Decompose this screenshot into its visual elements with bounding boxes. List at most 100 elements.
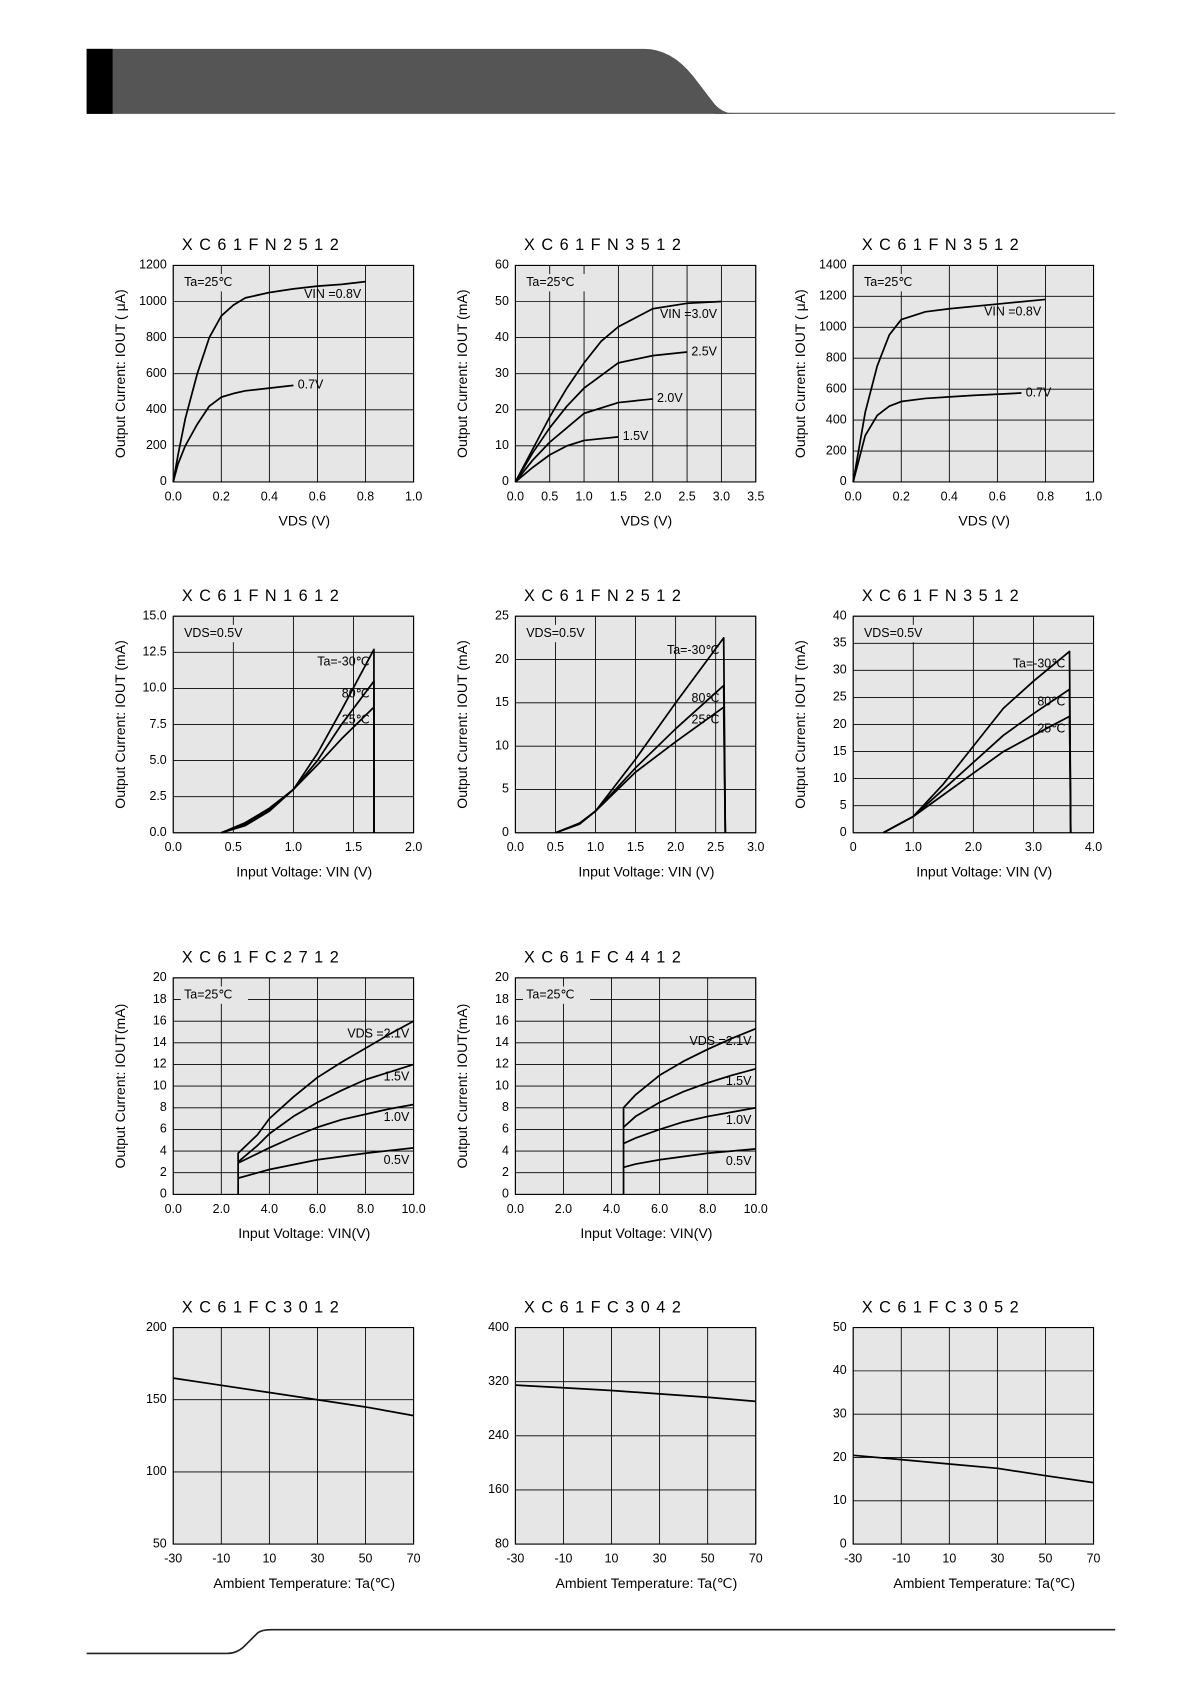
plot-frame: [514, 264, 757, 483]
x-tick-label: 30: [990, 1552, 1004, 1566]
x-tick-label: 1.5: [610, 489, 627, 503]
x-tick-label: -10: [892, 1552, 910, 1566]
annotation: VDS=0.5V: [864, 626, 923, 640]
header-block: [86, 48, 113, 114]
x-tick-label: 2.5: [707, 840, 724, 854]
series-label: 0.5V: [726, 1154, 752, 1168]
chart-title: XC61FC3012: [182, 1298, 345, 1316]
y-tick-label: 5: [502, 782, 509, 796]
y-tick-label: 12.5: [143, 645, 167, 659]
x-tick-label: 0.8: [1037, 489, 1054, 503]
plot-frame: [852, 615, 1095, 834]
y-axis-label: Output Current: IOUT (mA): [454, 640, 470, 809]
series-label: 2.0V: [657, 391, 683, 405]
chart-title: XC61FC3052: [862, 1298, 1025, 1316]
annotation: Ta=25℃: [526, 987, 574, 1001]
x-tick-label: 1.0: [1085, 489, 1102, 503]
x-axis-label: Input Voltage: VIN (V): [916, 864, 1052, 880]
series-label: 0.5V: [384, 1153, 410, 1167]
y-tick-label: 0: [502, 825, 509, 839]
x-tick-label: -30: [506, 1552, 524, 1566]
x-tick-label: 4.0: [1085, 840, 1102, 854]
x-tick-label: 1.5: [345, 840, 362, 854]
x-tick-label: 3.0: [1025, 840, 1042, 854]
chart: 0 2 4 6 8 10 12 14 16 18 20 0.0 2.0 4.0 6.0 8.0 10.0 Ta=2…: [454, 949, 768, 1242]
series-label: VDS =2.1V: [347, 1026, 410, 1040]
x-tick-label: 0.5: [225, 840, 242, 854]
x-tick-label: 4.0: [603, 1202, 620, 1216]
series-line: [221, 648, 375, 834]
y-tick-label: 30: [833, 663, 847, 677]
series-line: [173, 1377, 414, 1417]
plot-frame: [852, 1327, 1095, 1545]
annotation-backdrop: [522, 274, 591, 292]
y-tick-label: 0: [160, 1187, 167, 1201]
y-axis-label: Output Current: IOUT (mA): [112, 640, 128, 809]
series-line: [555, 706, 727, 834]
x-axis-label: Input Voltage: VIN(V): [580, 1225, 712, 1241]
y-tick-label: 16: [153, 1013, 167, 1027]
series-label: 2.5V: [691, 344, 717, 358]
x-axis-label: Input Voltage: VIN(V): [238, 1225, 370, 1241]
y-tick-label: 15: [833, 744, 847, 758]
series-line: [623, 1148, 756, 1169]
chart-title: XC61FN3512: [524, 236, 687, 254]
y-tick-label: 50: [153, 1536, 167, 1550]
x-axis-label: Ambient Temperature: Ta(℃): [213, 1575, 395, 1591]
series-line: [514, 398, 653, 483]
y-tick-label: 20: [495, 652, 509, 666]
y-tick-label: 1000: [819, 320, 847, 334]
y-tick-label: 200: [146, 438, 167, 452]
series-line: [514, 300, 722, 483]
y-tick-label: 60: [495, 258, 509, 272]
y-tick-label: 15: [495, 695, 509, 709]
y-tick-label: 6: [160, 1122, 167, 1136]
chart: 0 10 20 30 40 50 -30 -10 10 30 50 70 XC61FC3052 Ambie…: [833, 1298, 1101, 1591]
x-tick-label: 50: [1039, 1552, 1053, 1566]
series-line: [237, 1146, 414, 1179]
x-tick-label: 10: [262, 1552, 276, 1566]
y-tick-label: 10: [833, 771, 847, 785]
y-tick-label: 240: [488, 1428, 509, 1442]
x-axis-label: Input Voltage: VIN (V): [578, 864, 714, 880]
x-axis-label: VDS (V): [278, 513, 330, 529]
annotation: Ta=25℃: [184, 987, 232, 1001]
series-line: [221, 680, 375, 834]
series-label: 80℃: [1037, 695, 1065, 709]
plot-frame: [514, 977, 757, 1195]
series-line: [514, 435, 619, 483]
y-tick-label: 5: [840, 798, 847, 812]
y-axis-label: Output Current: IOUT (mA): [454, 289, 470, 458]
series-label: 25℃: [1037, 722, 1065, 736]
x-axis-label: VDS (V): [621, 513, 673, 529]
x-axis-label: Ambient Temperature: Ta(℃): [556, 1575, 738, 1591]
plot-area: [853, 1327, 1094, 1545]
x-tick-label: 4.0: [261, 1202, 278, 1216]
y-tick-label: 30: [495, 366, 509, 380]
y-axis-label: Output Current: IOUT ( μA): [112, 289, 128, 458]
x-tick-label: 3.0: [713, 489, 730, 503]
y-tick-label: 0: [840, 1536, 847, 1550]
x-axis-label: VDS (V): [958, 513, 1010, 529]
x-tick-label: 8.0: [699, 1202, 716, 1216]
x-tick-label: 0.0: [165, 1202, 182, 1216]
series-line: [172, 384, 294, 483]
plot-area: [853, 265, 1094, 482]
x-tick-label: 1.0: [575, 489, 592, 503]
x-tick-label: -30: [164, 1552, 182, 1566]
chart: 0 200 400 600 800 1000 1200 0.0 0.2 0.4 0.6 0.8 1.0 T…: [112, 236, 422, 529]
y-tick-label: 600: [826, 381, 847, 395]
y-tick-label: 1400: [819, 258, 847, 272]
chart: 0 10 20 30 40 50 60 0.0 0.5 1.0 1.5 2.0 2.5 3.0 3.5 Ta=…: [454, 236, 764, 529]
series-line: [852, 392, 1022, 483]
y-tick-label: 400: [488, 1320, 509, 1334]
y-tick-label: 12: [495, 1057, 509, 1071]
y-tick-label: 2.5: [149, 789, 166, 803]
x-tick-label: 70: [1087, 1552, 1101, 1566]
y-tick-label: 80: [495, 1536, 509, 1550]
plot-area: [173, 1327, 414, 1545]
series-line: [515, 1384, 756, 1403]
plot-frame: [172, 1327, 415, 1545]
y-tick-label: 2: [502, 1165, 509, 1179]
